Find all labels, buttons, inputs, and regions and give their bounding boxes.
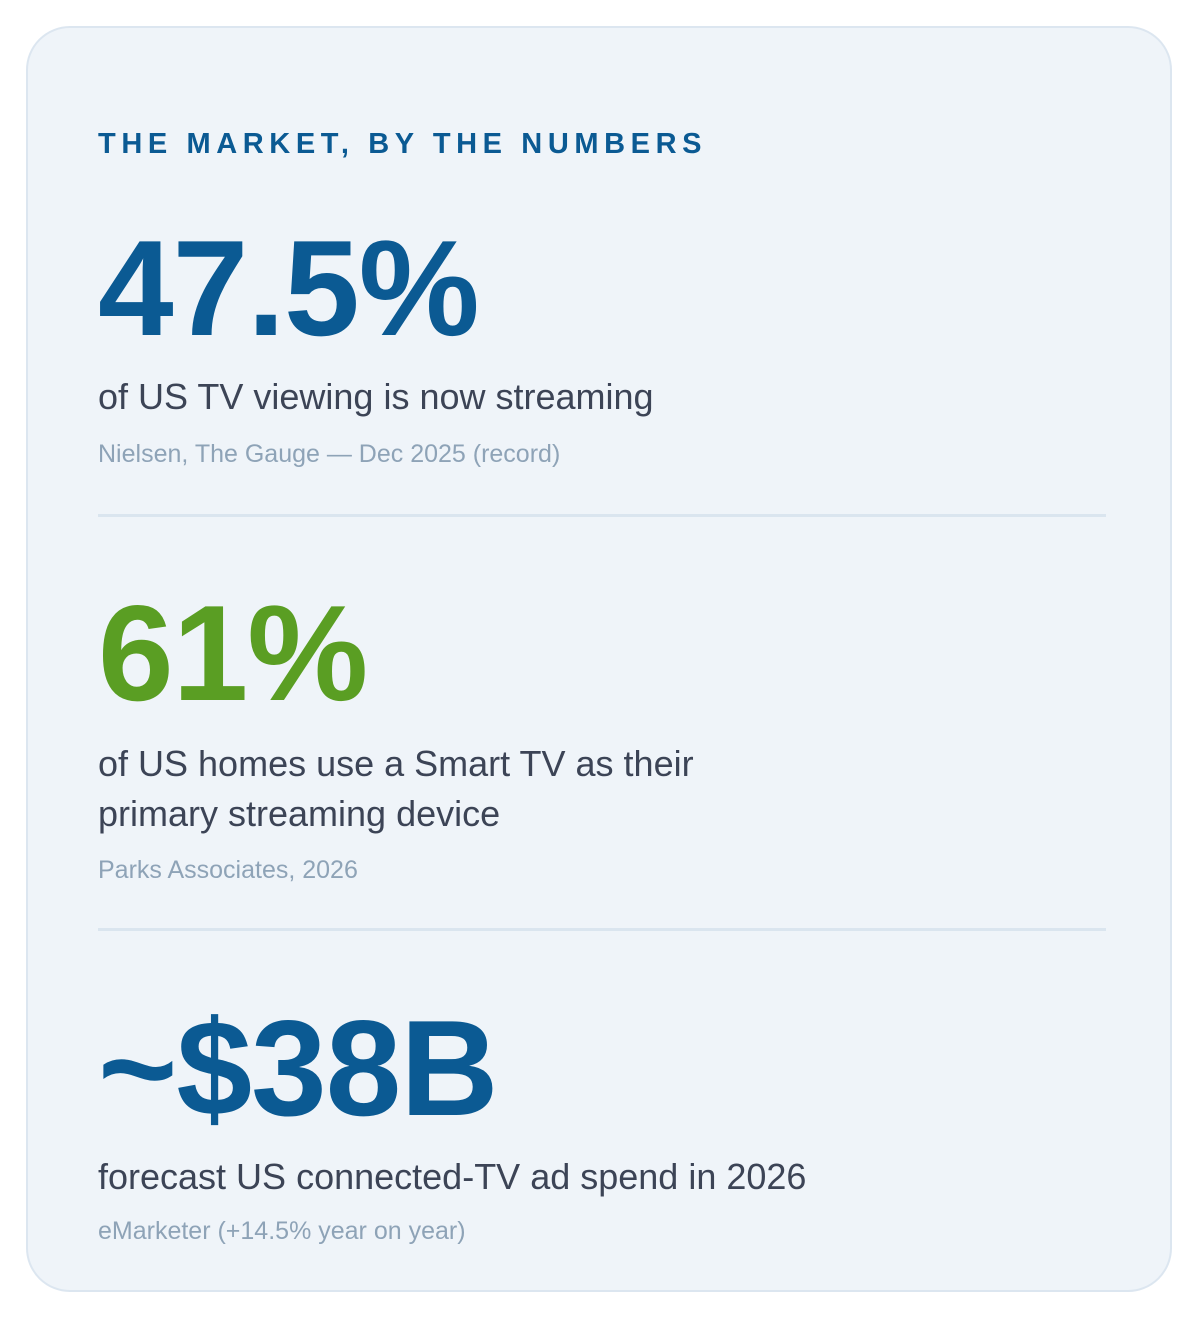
stat-description: forecast US connected-TV ad spend in 202… [98, 1156, 807, 1197]
stat-source: Nielsen, The Gauge — Dec 2025 (record) [98, 440, 561, 468]
stat-smart-tv-homes: 61% of US homes use a Smart TV as their … [98, 585, 1106, 885]
stat-description: of US homes use a Smart TV as their prim… [98, 743, 694, 834]
divider [98, 514, 1106, 517]
stat-source: eMarketer (+14.5% year on year) [98, 1217, 466, 1245]
divider [98, 928, 1106, 931]
stat-description: of US TV viewing is now streaming [98, 376, 654, 417]
stat-ctv-ad-spend: ~$38B forecast US connected-TV ad spend … [98, 1000, 1106, 1246]
stat-value: ~$38B [98, 992, 499, 1144]
stat-value: 61% [98, 577, 368, 729]
stat-streaming-share: 47.5% of US TV viewing is now streaming … [98, 220, 1106, 469]
section-eyebrow: THE MARKET, BY THE NUMBERS [98, 128, 708, 160]
stat-source: Parks Associates, 2026 [98, 856, 358, 884]
stats-card: THE MARKET, BY THE NUMBERS 47.5% of US T… [26, 26, 1172, 1292]
stat-value: 47.5% [98, 212, 480, 364]
